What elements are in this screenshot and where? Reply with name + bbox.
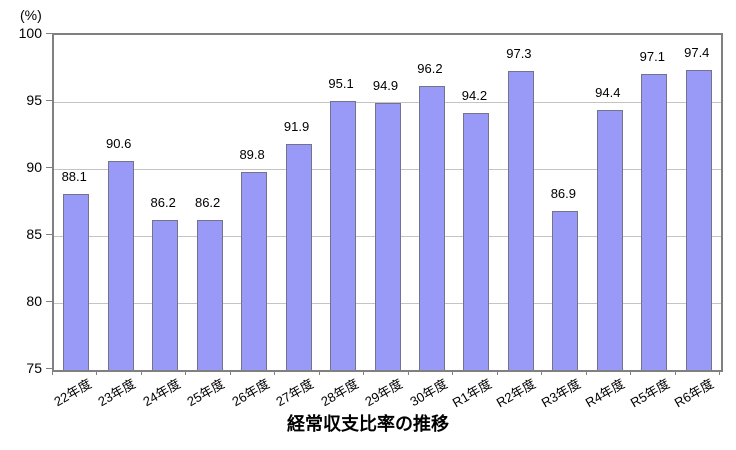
value-label-26年度: 89.8	[239, 146, 265, 162]
bar-22年度	[63, 194, 90, 370]
gridline-95	[54, 102, 721, 103]
x-tick-4	[229, 370, 231, 375]
x-category-label-27年度: 27年度	[273, 376, 317, 410]
x-category-label-25年度: 25年度	[184, 376, 228, 410]
x-tick-14	[674, 370, 676, 375]
y-tick-label-90: 90	[26, 159, 42, 175]
x-tick-2	[140, 370, 142, 375]
y-tick-95	[46, 99, 52, 101]
x-category-label-R4年度: R4年度	[582, 376, 628, 411]
x-category-label-26年度: 26年度	[229, 376, 272, 410]
value-label-R6年度: 97.4	[684, 44, 710, 60]
bar-30年度	[418, 85, 445, 370]
bar-R4年度	[596, 110, 623, 370]
value-label-R3年度: 86.9	[550, 185, 577, 201]
y-tick-85	[46, 233, 52, 235]
x-tick-10	[496, 370, 498, 375]
value-label-22年度: 88.1	[61, 169, 87, 185]
x-category-label-R6年度: R6年度	[671, 376, 717, 411]
value-label-30年度: 96.2	[417, 60, 443, 76]
x-category-label-24年度: 24年度	[140, 376, 183, 410]
y-axis-unit-label: (%)	[20, 7, 42, 23]
y-tick-label-80: 80	[26, 293, 42, 309]
bar-25年度	[196, 219, 223, 370]
bar-28年度	[330, 100, 357, 370]
x-tick-0	[52, 370, 53, 375]
x-category-label-R3年度: R3年度	[538, 376, 583, 411]
x-tick-8	[407, 370, 409, 375]
value-label-R1年度: 94.2	[461, 87, 488, 103]
y-tick-100	[46, 32, 52, 34]
y-tick-75	[46, 367, 52, 369]
x-category-label-29年度: 29年度	[362, 376, 405, 410]
value-label-R2年度: 97.3	[506, 46, 532, 62]
x-tick-5	[274, 370, 276, 375]
x-tick-15	[719, 370, 720, 375]
value-label-25年度: 86.2	[194, 194, 221, 210]
x-tick-9	[452, 370, 454, 375]
x-category-label-R5年度: R5年度	[627, 376, 672, 411]
value-label-23年度: 90.6	[106, 135, 132, 151]
x-category-label-28年度: 28年度	[317, 376, 361, 410]
chart-title: 経常収支比率の推移	[287, 414, 449, 434]
value-label-R4年度: 94.4	[595, 85, 621, 101]
bar-26年度	[241, 171, 268, 370]
bar-R2年度	[507, 71, 534, 370]
y-tick-label-95: 95	[26, 92, 42, 108]
x-category-label-23年度: 23年度	[95, 376, 139, 410]
bar-R3年度	[552, 210, 579, 370]
x-tick-7	[363, 370, 365, 375]
bar-24年度	[152, 219, 179, 370]
y-tick-90	[46, 166, 52, 168]
value-label-27年度: 91.9	[283, 118, 310, 134]
bar-29年度	[374, 103, 401, 370]
y-tick-80	[46, 300, 52, 302]
x-tick-11	[541, 370, 543, 375]
x-tick-1	[96, 370, 98, 375]
bar-27年度	[285, 143, 312, 370]
x-tick-13	[630, 370, 632, 375]
value-label-28年度: 95.1	[328, 75, 354, 91]
value-label-29年度: 94.9	[372, 78, 399, 94]
bar-R5年度	[641, 73, 668, 370]
y-tick-label-100: 100	[18, 25, 42, 41]
x-category-label-R2年度: R2年度	[493, 376, 539, 411]
x-tick-6	[318, 370, 320, 375]
x-category-label-30年度: 30年度	[406, 376, 450, 410]
value-label-24年度: 86.2	[150, 194, 176, 210]
x-tick-3	[185, 370, 187, 375]
bar-R1年度	[463, 112, 490, 370]
x-tick-12	[585, 370, 587, 375]
value-label-R5年度: 97.1	[639, 48, 665, 64]
x-category-label-R1年度: R1年度	[449, 376, 494, 411]
x-category-label-22年度: 22年度	[51, 376, 94, 410]
bar-23年度	[107, 160, 134, 370]
y-tick-label-75: 75	[26, 360, 42, 376]
bar-R6年度	[685, 69, 712, 370]
y-tick-label-85: 85	[26, 226, 42, 242]
plot-area	[52, 33, 723, 372]
